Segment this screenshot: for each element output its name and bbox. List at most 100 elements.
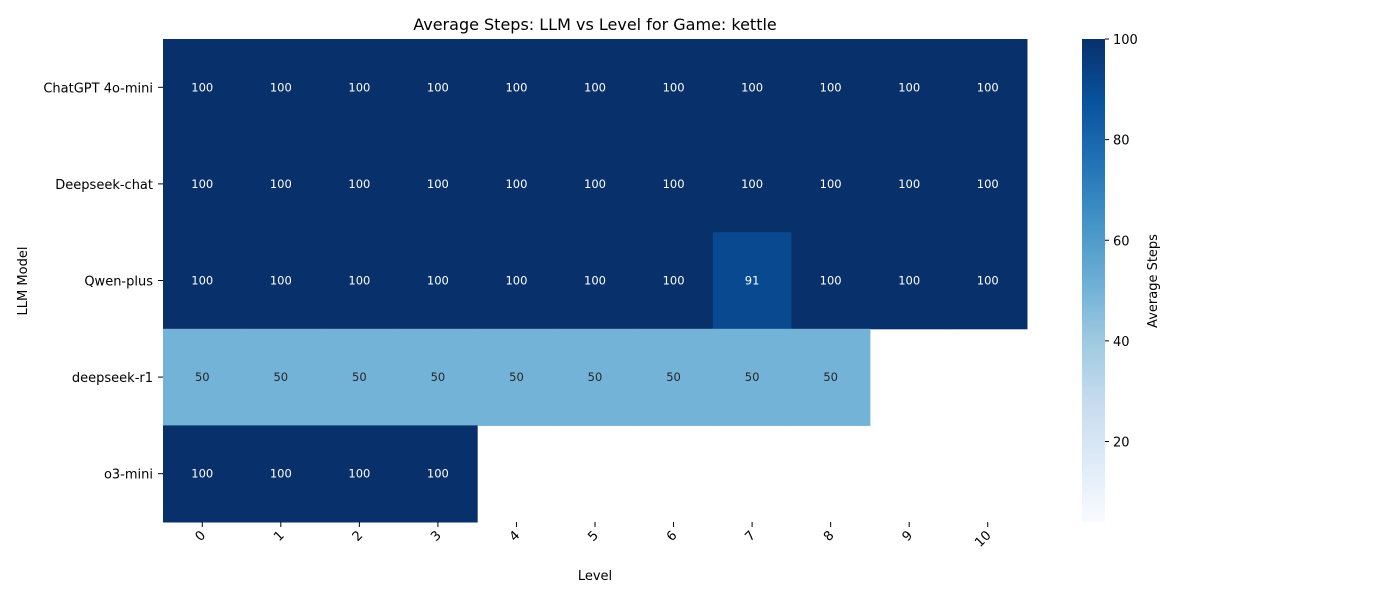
heatmap-cell [948, 232, 1028, 330]
cell-value-label: 100 [898, 177, 920, 191]
heatmap-cell [398, 39, 478, 137]
heatmap-cell [555, 328, 635, 426]
heatmap-cell [869, 232, 949, 330]
heatmap-cell [163, 232, 243, 330]
heatmap-cell [241, 232, 321, 330]
cell-value-label: 50 [195, 370, 210, 384]
heatmap-cell [948, 39, 1028, 137]
cell-value-label: 50 [431, 370, 446, 384]
x-axis-ticks: 0 1 2 3 4 5 6 7 8 9 10 [193, 522, 995, 551]
y-tick-label: deepseek-r1 [72, 371, 153, 386]
cell-value-label: 50 [588, 370, 603, 384]
x-tick-label: 5 [585, 528, 601, 544]
cell-value-label: 100 [663, 274, 685, 288]
x-tick-label: 0 [193, 528, 209, 544]
cell-value-label: 50 [823, 370, 838, 384]
heatmap-cell [477, 232, 557, 330]
cell-value-label: 100 [977, 274, 999, 288]
heatmap-cell [791, 328, 871, 426]
cell-value-label: 100 [191, 177, 213, 191]
heatmap-cells: 100 100 100 100 100 100 100 100 100 100 100 100 100 1… [163, 39, 1028, 523]
cell-value-label: 100 [191, 274, 213, 288]
cell-value-label: 91 [745, 274, 760, 288]
heatmap-cell [163, 135, 243, 233]
cell-value-label: 100 [977, 80, 999, 94]
heatmap-cell [241, 328, 321, 426]
heatmap-cell [241, 39, 321, 137]
cell-value-label: 100 [427, 274, 449, 288]
cell-value-label: 100 [741, 177, 763, 191]
heatmap-cell [634, 135, 714, 233]
cell-value-label: 100 [663, 80, 685, 94]
cell-value-label: 50 [273, 370, 288, 384]
heatmap-cell [555, 135, 635, 233]
heatmap-cell [241, 425, 321, 523]
cell-value-label: 100 [427, 80, 449, 94]
y-tick-label: Deepseek-chat [55, 178, 153, 193]
heatmap-cell [869, 135, 949, 233]
cell-value-label: 100 [584, 80, 606, 94]
cell-value-label: 100 [741, 80, 763, 94]
cell-value-label: 100 [898, 274, 920, 288]
x-tick-label: 10 [972, 528, 994, 550]
cell-value-label: 100 [191, 80, 213, 94]
colorbar-tick-label: 100 [1113, 33, 1138, 48]
cell-value-label: 100 [270, 80, 292, 94]
heatmap-cell [398, 425, 478, 523]
cell-value-label: 100 [977, 177, 999, 191]
y-axis-ticks: ChatGPT 4o-mini Deepseek-chat Qwen-plus dee… [43, 81, 163, 483]
heatmap-cell [791, 135, 871, 233]
heatmap-cell [320, 232, 400, 330]
cell-value-label: 50 [509, 370, 524, 384]
cell-value-label: 100 [348, 177, 370, 191]
cell-value-label: 100 [427, 467, 449, 481]
colorbar-tick-label: 60 [1113, 234, 1130, 249]
cell-value-label: 100 [505, 274, 527, 288]
heatmap-cell [477, 328, 557, 426]
heatmap-cell [398, 232, 478, 330]
heatmap-cell [477, 135, 557, 233]
heatmap-cell [320, 39, 400, 137]
cell-value-label: 100 [820, 80, 842, 94]
colorbar-tick-label: 20 [1113, 436, 1130, 451]
colorbar-tick-label: 40 [1113, 335, 1130, 350]
heatmap-cell [712, 328, 792, 426]
heatmap-cell [320, 135, 400, 233]
x-tick-label: 7 [742, 528, 758, 544]
cell-value-label: 100 [348, 467, 370, 481]
cell-value-label: 50 [352, 370, 367, 384]
colorbar [1082, 39, 1105, 522]
y-tick-label: ChatGPT 4o-mini [43, 81, 153, 96]
cell-value-label: 100 [348, 274, 370, 288]
cell-value-label: 100 [270, 177, 292, 191]
y-axis-label: LLM Model [16, 247, 31, 316]
cell-value-label: 100 [820, 274, 842, 288]
cell-value-label: 100 [348, 80, 370, 94]
heatmap-cell [712, 39, 792, 137]
heatmap-cell [948, 135, 1028, 233]
cell-value-label: 100 [427, 177, 449, 191]
x-tick-label: 4 [507, 528, 523, 544]
cell-value-label: 100 [663, 177, 685, 191]
heatmap-cell [634, 328, 714, 426]
heatmap-cell [791, 232, 871, 330]
cell-value-label: 100 [584, 274, 606, 288]
x-tick-label: 6 [664, 528, 680, 544]
heatmap-cell [712, 232, 792, 330]
heatmap-cell [320, 425, 400, 523]
colorbar-label: Average Steps [1146, 234, 1161, 328]
heatmap-cell [241, 135, 321, 233]
heatmap-cell [791, 39, 871, 137]
heatmap-cell [163, 425, 243, 523]
x-tick-label: 2 [350, 528, 366, 544]
cell-value-label: 50 [745, 370, 760, 384]
x-tick-label: 8 [821, 528, 837, 544]
heatmap-cell [163, 328, 243, 426]
cell-value-label: 100 [270, 274, 292, 288]
x-tick-label: 3 [428, 528, 444, 544]
cell-value-label: 100 [584, 177, 606, 191]
heatmap-cell [869, 39, 949, 137]
heatmap-cell [398, 135, 478, 233]
heatmap-cell [634, 39, 714, 137]
